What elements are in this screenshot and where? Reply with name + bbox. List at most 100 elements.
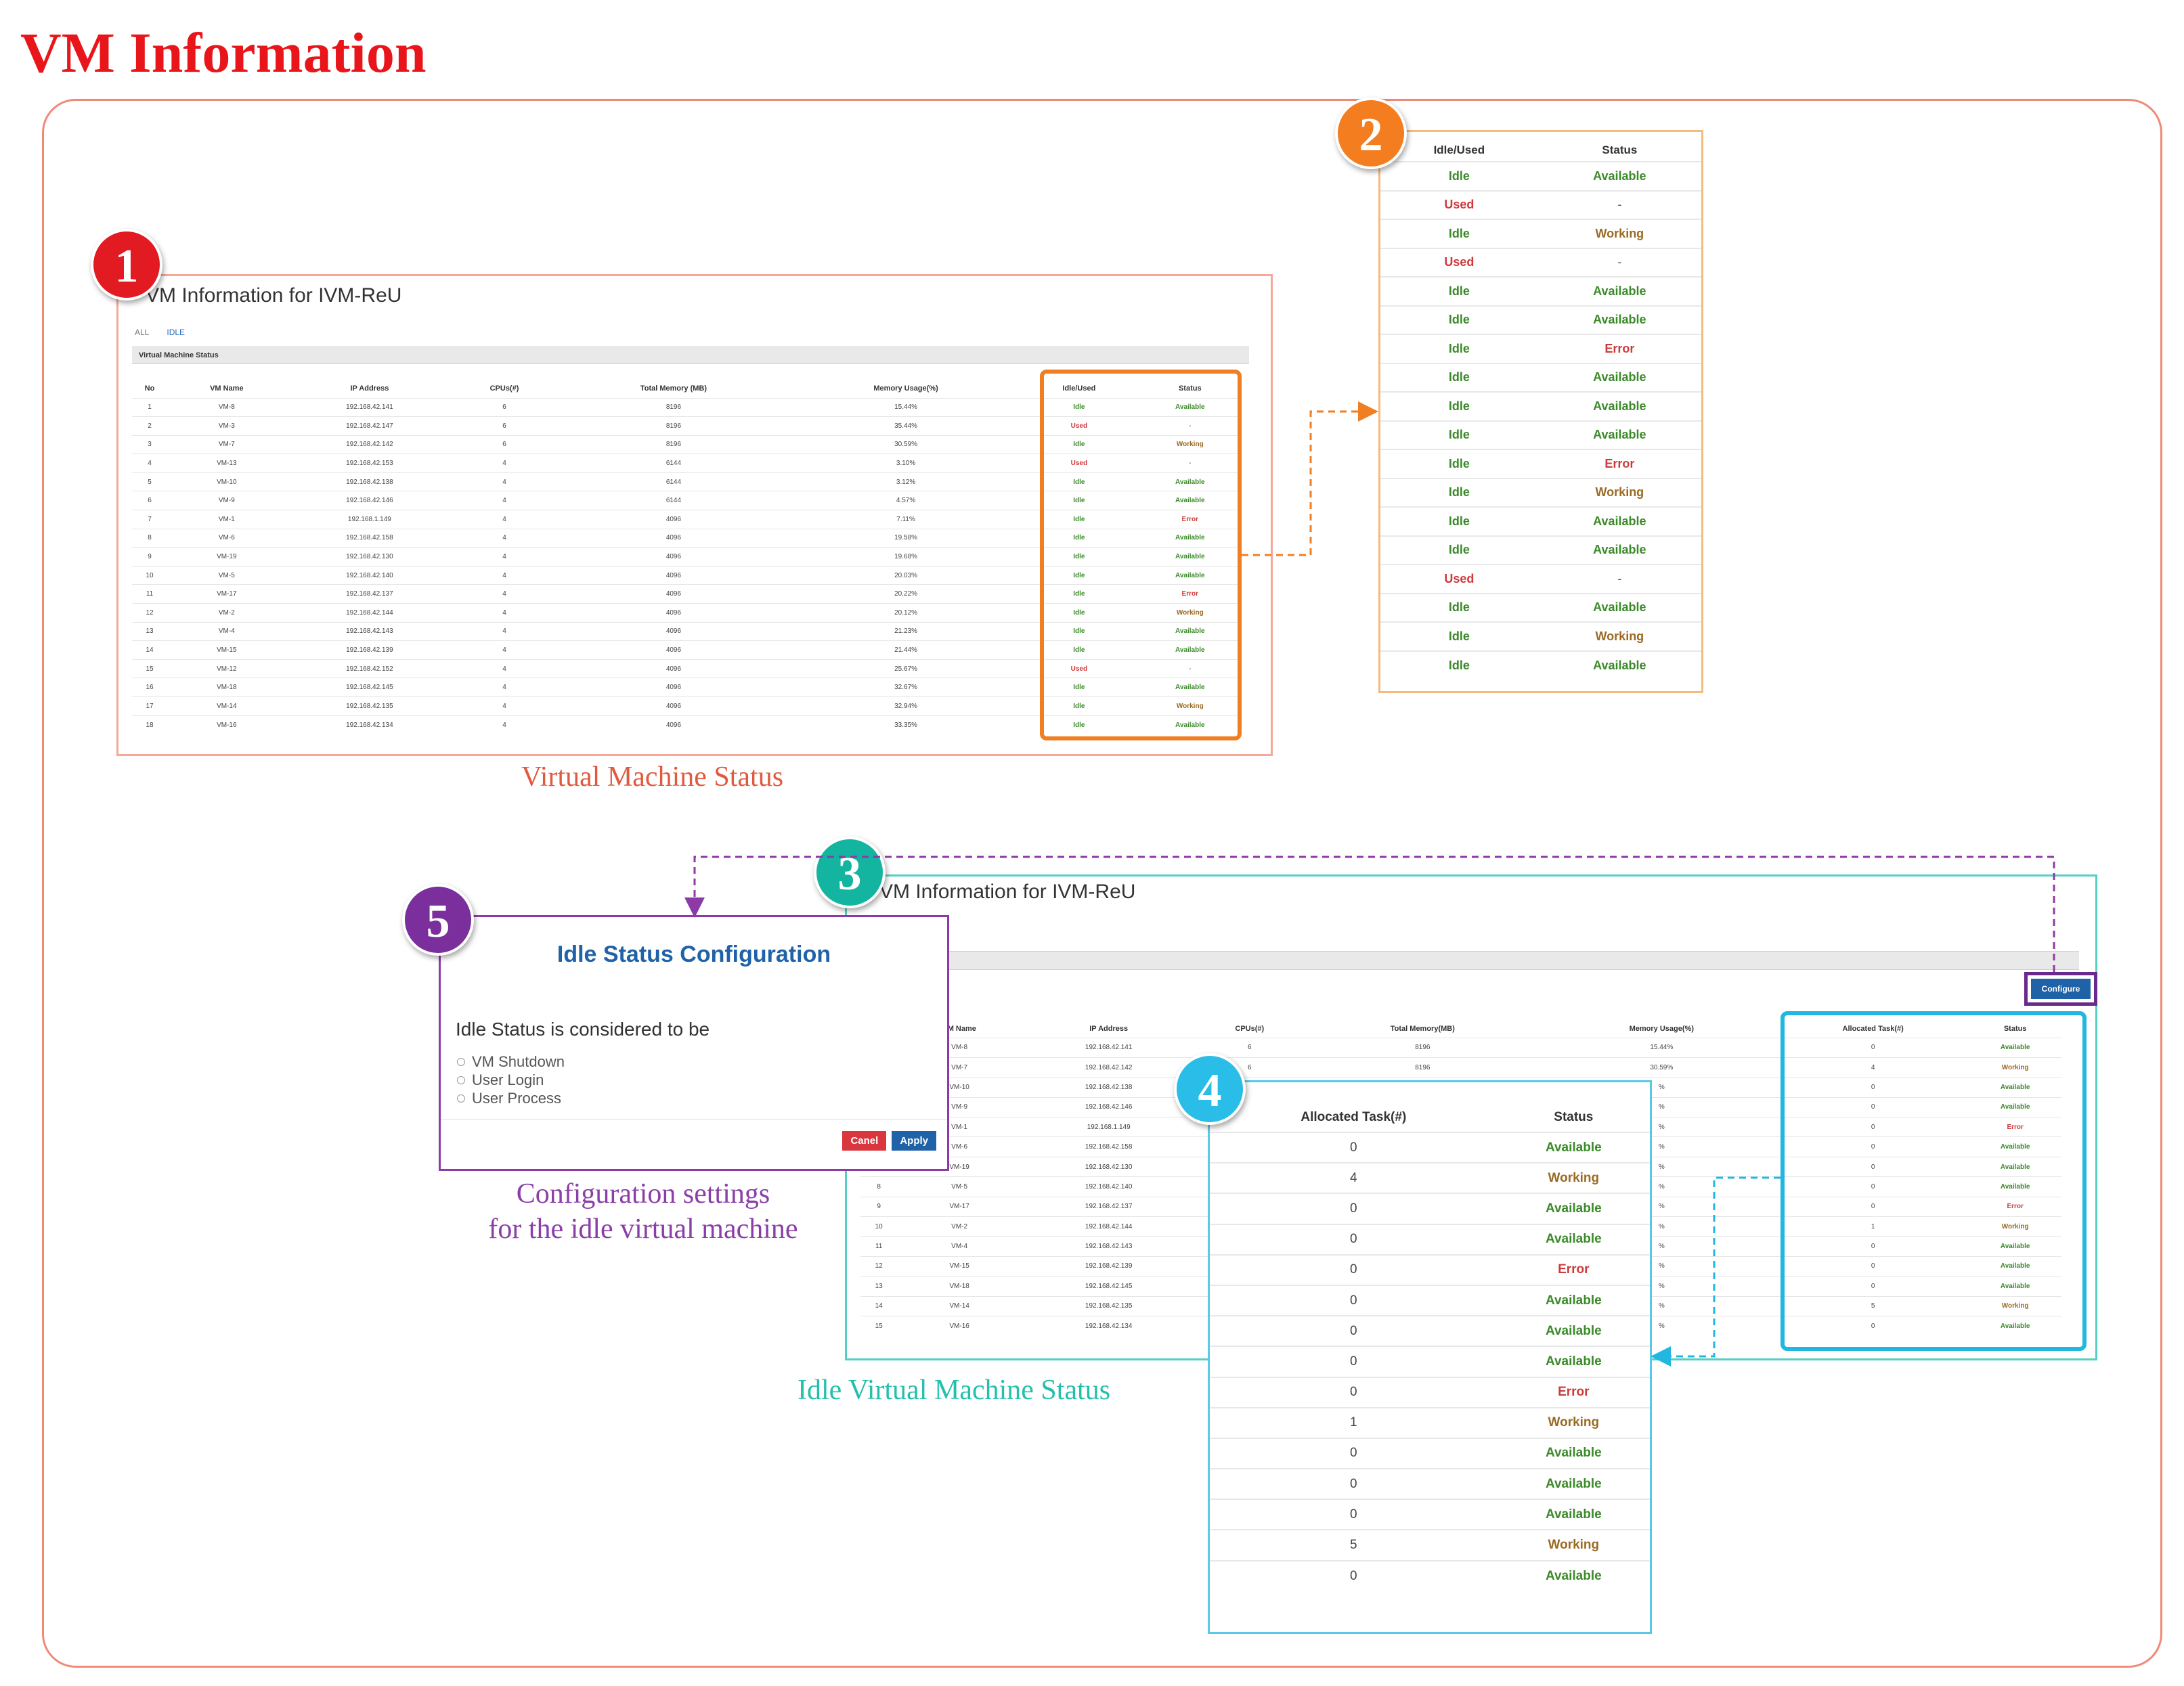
table-cell: 15 [860, 1315, 898, 1336]
table-cell: 0 [1777, 1156, 1969, 1177]
table-cell: 0 [1777, 1276, 1969, 1297]
apply-button[interactable]: Apply [892, 1131, 936, 1151]
table-cell: VM-14 [897, 1295, 1022, 1316]
option-user-login[interactable]: User Login [457, 1071, 565, 1089]
table-cell: Available [1137, 621, 1242, 641]
option-vm-shutdown[interactable]: VM Shutdown [457, 1052, 565, 1071]
radio-icon[interactable] [457, 1057, 465, 1066]
table-cell: 192.168.42.141 [1021, 1037, 1196, 1058]
table-cell: Available [1497, 1193, 1650, 1224]
table-row: 0 Available [1777, 1037, 2061, 1058]
table-cell: VM-8 [167, 397, 286, 417]
table-cell: VM-10 [167, 472, 286, 491]
configure-button[interactable]: Configure [2031, 979, 2091, 999]
table-cell: 4 [1777, 1057, 1969, 1078]
table-cell: 4096 [555, 659, 792, 678]
idle-used-table: Idle/Used Status Idle Available Used - Idle Wor… [1380, 139, 1701, 680]
table-row: 5 Working [1777, 1295, 2061, 1316]
table-cell: 0 [1210, 1468, 1498, 1500]
table-cell: 192.168.42.138 [1021, 1077, 1196, 1098]
table-cell: VM-9 [167, 491, 286, 510]
table-cell: 1 [1210, 1406, 1498, 1438]
table-cell: 192.168.42.135 [1021, 1295, 1196, 1316]
table-row: Idle Available [1380, 305, 1701, 334]
table-cell: 20.22% [791, 584, 1021, 604]
table-row: Idle Working [1380, 477, 1701, 507]
table-cell: 10 [860, 1216, 898, 1237]
table-cell: 192.168.42.144 [1021, 1216, 1196, 1237]
table-cell: 4 [453, 640, 556, 660]
radio-icon[interactable] [457, 1075, 465, 1084]
table-cell: 1 [1777, 1216, 1969, 1237]
table-cell: 4096 [555, 565, 792, 585]
table-row: 0 Available [1777, 1256, 2061, 1277]
table-cell: Error [1137, 510, 1242, 529]
table-cell: Error [1537, 449, 1701, 479]
connector-orange [1242, 401, 1378, 556]
radio-icon[interactable] [457, 1094, 465, 1103]
table-cell: VM-19 [167, 547, 286, 567]
table-cell: 0 [1777, 1315, 1969, 1336]
table-cell: - [1537, 564, 1701, 594]
table-cell: Available [1497, 1284, 1650, 1316]
table-cell: 4 [453, 715, 556, 734]
table-row: 0 Available [1777, 1276, 2061, 1297]
table-cell: - [1537, 190, 1701, 219]
option-user-process[interactable]: User Process [457, 1089, 565, 1107]
table-cell: 4096 [555, 715, 792, 734]
table-cell: 6 [453, 397, 556, 417]
table-cell: 0 [1210, 1376, 1498, 1408]
table-row: 1 Working [1210, 1406, 1650, 1438]
table-cell: 0 [1777, 1176, 1969, 1197]
table-cell: 0 [1210, 1499, 1498, 1530]
table-cell: 4096 [555, 640, 792, 660]
table-cell: 192.168.1.149 [1021, 1117, 1196, 1137]
table-cell: 0 [1210, 1284, 1498, 1316]
caption-vm-status: Virtual Machine Status [521, 761, 784, 793]
table-cell: 4 [453, 453, 556, 473]
table-cell: 6 [1196, 1037, 1304, 1058]
table-row: Used - [1380, 247, 1701, 277]
table-cell: Available [1537, 276, 1701, 306]
table-cell: Working [1969, 1216, 2061, 1237]
table-cell: Working [1137, 696, 1242, 716]
caption-idle-vm-status: Idle Virtual Machine Status [798, 1375, 1111, 1406]
table-cell: 3 [132, 435, 168, 454]
table-row: 0 Available [1210, 1437, 1650, 1469]
vm-status-table: No VM Name IP Address CPUs(#) Total Memory (… [132, 379, 1242, 734]
tab-all[interactable]: ALL [135, 328, 150, 337]
connector-purple [684, 856, 2055, 972]
column-header: Memory Usage(%) [1629, 1024, 1694, 1033]
table-cell: 16 [132, 678, 168, 697]
table-cell: 19.68% [791, 547, 1021, 567]
table-cell: Available [1969, 1256, 2061, 1277]
table-cell: Idle [1380, 477, 1538, 507]
table-cell: 13 [860, 1276, 898, 1297]
column-header: Total Memory(MB) [1390, 1024, 1455, 1033]
table-cell: 192.168.42.139 [286, 640, 454, 660]
table-cell: Error [1497, 1254, 1650, 1285]
column-header: CPUs(#) [1235, 1024, 1265, 1033]
cancel-button[interactable]: Canel [842, 1131, 887, 1151]
table-row: 0 Available [1210, 1284, 1650, 1316]
table-cell: 32.94% [791, 696, 1021, 716]
dialog-buttons: Canel Apply [842, 1131, 936, 1151]
table-cell: 9 [860, 1196, 898, 1217]
table-cell: Idle [1380, 420, 1538, 449]
table-cell: 11 [132, 584, 168, 604]
column-header: Idle/Used [1433, 143, 1485, 156]
table-cell: Available [1137, 472, 1242, 491]
table-cell: Available [1537, 161, 1701, 191]
table-cell: Available [1969, 1077, 2061, 1098]
tab-idle[interactable]: IDLE [167, 328, 185, 337]
table-cell: 192.168.42.142 [286, 435, 454, 454]
table-cell: 4096 [555, 547, 792, 567]
column-header: Status [1178, 384, 1202, 393]
table-cell: Error [1969, 1196, 2061, 1217]
section-header: Virtual Machine Status [132, 347, 1249, 364]
table-row: 0 Available [1210, 1499, 1650, 1530]
table-cell: 6144 [555, 472, 792, 491]
table-cell: VM-17 [167, 584, 286, 604]
step-badge-3: 3 [814, 837, 886, 908]
table-cell: 12 [860, 1256, 898, 1277]
